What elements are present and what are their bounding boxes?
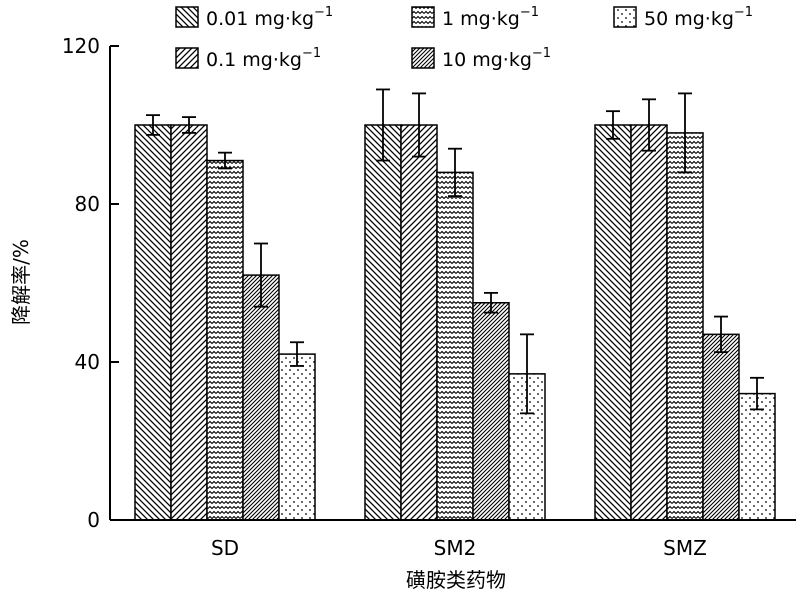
- x-tick-label: SM2: [434, 536, 477, 560]
- bar-sm2-series-2: [436, 171, 474, 521]
- x-tick-label: SD: [211, 536, 239, 560]
- y-tick-label: 40: [75, 350, 100, 374]
- y-axis-title: 降解率/%: [9, 239, 33, 325]
- y-tick-label: 80: [75, 192, 100, 216]
- bar-smz-series-4: [738, 392, 776, 521]
- bar-sm2-series-1: [400, 124, 438, 521]
- legend-item: 1 mg·kg−1: [411, 5, 539, 30]
- legend-item: 50 mg·kg−1: [613, 5, 753, 30]
- bar-sd-series-2: [206, 159, 244, 521]
- legend-swatch: [175, 47, 199, 69]
- bar-sd-series-4: [278, 353, 316, 521]
- legend-swatch: [175, 6, 199, 28]
- bar-smz-series-2: [666, 132, 704, 521]
- legend-label: 0.01 mg·kg−1: [206, 5, 333, 30]
- x-tick-label: SMZ: [663, 536, 707, 560]
- bar-sd-series-3: [242, 274, 280, 521]
- legend-swatch: [613, 6, 637, 28]
- bar-sm2-series-3: [472, 302, 510, 521]
- y-tick-label: 120: [62, 34, 100, 58]
- legend-label: 1 mg·kg−1: [442, 5, 539, 30]
- x-axis-title: 磺胺类药物: [406, 568, 506, 592]
- error-bars-group: [146, 88, 764, 415]
- y-tick-label: 0: [87, 508, 100, 532]
- legend-label: 0.1 mg·kg−1: [206, 46, 321, 71]
- legend-item: 10 mg·kg−1: [411, 46, 551, 71]
- legend-item: 0.1 mg·kg−1: [175, 46, 321, 71]
- axes: 0 40 80 120 SD SM2 SMZ: [62, 34, 796, 560]
- bar-sd-series-1: [170, 124, 208, 521]
- bar-smz-series-1: [630, 124, 668, 521]
- bar-smz-series-0: [594, 124, 632, 521]
- legend-swatch: [411, 47, 435, 69]
- bar-smz-series-3: [702, 333, 740, 521]
- legend: 0.01 mg·kg−1 0.1 mg·kg−1 1 mg·kg−1 10 mg·kg…: [175, 5, 753, 71]
- legend-item: 0.01 mg·kg−1: [175, 5, 333, 30]
- legend-label: 10 mg·kg−1: [442, 46, 551, 71]
- bar-sm2-series-0: [364, 124, 402, 521]
- legend-label: 50 mg·kg−1: [644, 5, 753, 30]
- bar-sd-series-0: [134, 124, 172, 521]
- legend-swatch: [411, 6, 435, 28]
